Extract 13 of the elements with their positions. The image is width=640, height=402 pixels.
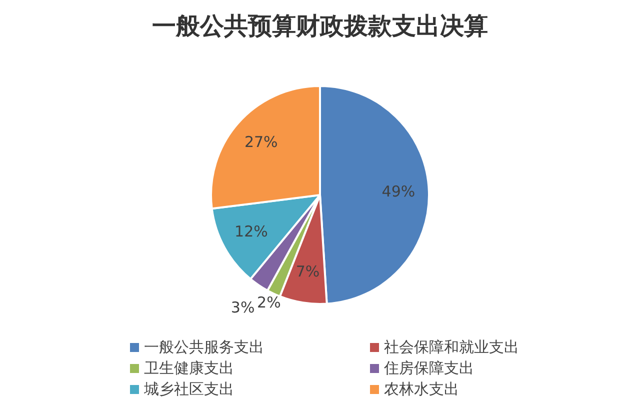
data-label: 3% (230, 298, 255, 316)
chart-title: 一般公共预算财政拨款支出决算 (151, 10, 489, 42)
data-label: 27% (244, 132, 278, 151)
legend-label: 卫生健康支出 (144, 359, 234, 378)
legend-label: 社会保障和就业支出 (384, 338, 519, 357)
data-label: 49% (382, 182, 416, 200)
legend-label: 农林水支出 (384, 380, 459, 399)
legend-label: 城乡社区支出 (144, 380, 234, 399)
data-label: 12% (234, 222, 268, 241)
legend-label: 一般公共服务支出 (144, 338, 264, 357)
data-label: 7% (296, 262, 320, 280)
data-label: 2% (257, 293, 281, 312)
legend-label: 住房保障支出 (384, 359, 474, 378)
